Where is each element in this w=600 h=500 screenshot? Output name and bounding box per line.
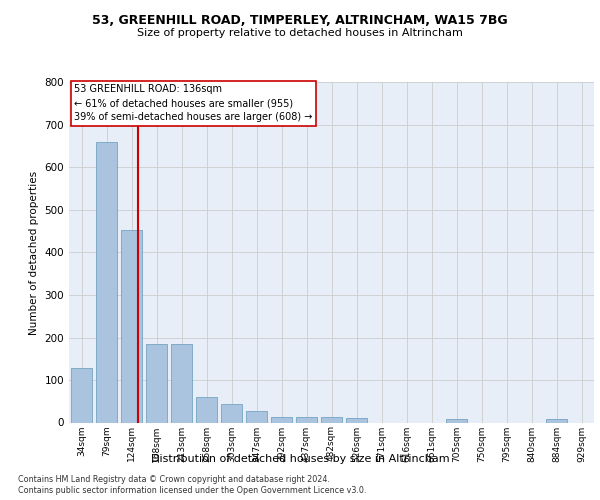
- Bar: [446, 419, 467, 422]
- Bar: [171, 344, 192, 422]
- Text: Size of property relative to detached houses in Altrincham: Size of property relative to detached ho…: [137, 28, 463, 38]
- Bar: [146, 344, 167, 422]
- Text: Contains HM Land Registry data © Crown copyright and database right 2024.: Contains HM Land Registry data © Crown c…: [18, 475, 330, 484]
- Bar: [221, 404, 242, 422]
- Bar: [96, 142, 117, 422]
- Bar: [271, 417, 292, 422]
- Y-axis label: Number of detached properties: Number of detached properties: [29, 170, 39, 334]
- Text: Contains public sector information licensed under the Open Government Licence v3: Contains public sector information licen…: [18, 486, 367, 495]
- Text: 53, GREENHILL ROAD, TIMPERLEY, ALTRINCHAM, WA15 7BG: 53, GREENHILL ROAD, TIMPERLEY, ALTRINCHA…: [92, 14, 508, 27]
- Bar: [346, 418, 367, 422]
- Bar: [321, 417, 342, 422]
- Bar: [196, 397, 217, 422]
- Text: 53 GREENHILL ROAD: 136sqm
← 61% of detached houses are smaller (955)
39% of semi: 53 GREENHILL ROAD: 136sqm ← 61% of detac…: [74, 84, 313, 122]
- Bar: [246, 411, 267, 422]
- Text: Distribution of detached houses by size in Altrincham: Distribution of detached houses by size …: [151, 454, 449, 464]
- Bar: [121, 230, 142, 422]
- Bar: [546, 419, 567, 422]
- Bar: [296, 417, 317, 422]
- Bar: [71, 368, 92, 422]
